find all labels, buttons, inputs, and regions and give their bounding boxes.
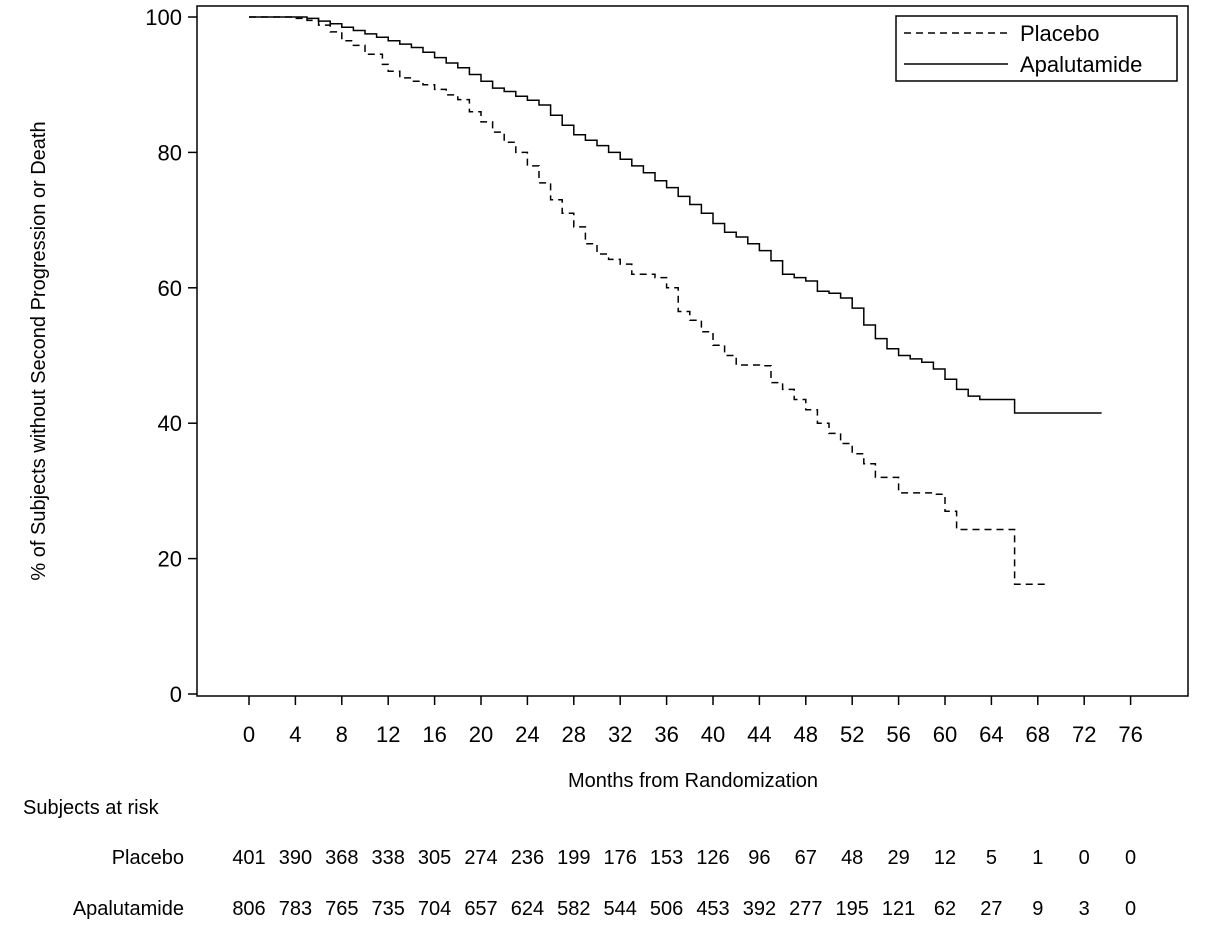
at-risk-apalutamide-value: 765	[325, 898, 358, 920]
x-tick-label-8: 8	[336, 722, 348, 747]
at-risk-apalutamide-value: 506	[650, 898, 683, 920]
x-tick-label-48: 48	[794, 722, 818, 747]
at-risk-apalutamide-value: 704	[418, 898, 451, 920]
at-risk-placebo-value: 67	[795, 847, 817, 869]
x-tick-label-12: 12	[376, 722, 400, 747]
at-risk-apalutamide-value: 735	[372, 898, 405, 920]
legend-label-placebo: Placebo	[1020, 21, 1100, 46]
at-risk-apalutamide-value: 277	[789, 898, 822, 920]
x-axis-label: Months from Randomization	[568, 770, 818, 792]
y-tick-label-20: 20	[158, 547, 182, 572]
y-tick-label-40: 40	[158, 411, 182, 436]
at-risk-apalutamide-value: 0	[1125, 898, 1136, 920]
at-risk-placebo-value: 96	[748, 847, 770, 869]
at-risk-placebo-value: 153	[650, 847, 683, 869]
x-tick-label-24: 24	[515, 722, 539, 747]
x-tick-label-36: 36	[654, 722, 678, 747]
at-risk-placebo-value: 1	[1032, 847, 1043, 869]
plot-frame	[196, 5, 1189, 697]
x-tick-label-52: 52	[840, 722, 864, 747]
at-risk-placebo-value: 401	[232, 847, 265, 869]
legend: Placebo Apalutamide	[895, 15, 1178, 82]
at-risk-placebo-value: 176	[604, 847, 637, 869]
at-risk-placebo-value: 5	[986, 847, 997, 869]
at-risk-apalutamide-value: 806	[232, 898, 265, 920]
at-risk-apalutamide-value: 582	[557, 898, 590, 920]
x-tick-label-44: 44	[747, 722, 771, 747]
at-risk-row-label-placebo: Placebo	[112, 847, 184, 869]
x-tick-label-20: 20	[469, 722, 493, 747]
y-axis: 0 20 40 60 80 100	[145, 5, 197, 707]
x-tick-label-76: 76	[1118, 722, 1142, 747]
x-tick-label-40: 40	[701, 722, 725, 747]
at-risk-apalutamide-value: 3	[1079, 898, 1090, 920]
at-risk-placebo-value: 338	[372, 847, 405, 869]
at-risk-table: Subjects at risk Placebo Apalutamide 401…	[23, 797, 1136, 920]
at-risk-placebo-value: 0	[1079, 847, 1090, 869]
at-risk-row-label-apalutamide: Apalutamide	[73, 898, 184, 920]
at-risk-title: Subjects at risk	[23, 797, 160, 819]
series-placebo-line	[249, 16, 1050, 586]
x-tick-label-60: 60	[933, 722, 957, 747]
y-tick-label-100: 100	[145, 5, 182, 30]
at-risk-apalutamide-value: 62	[934, 898, 956, 920]
x-tick-label-4: 4	[289, 722, 301, 747]
x-tick-label-0: 0	[243, 722, 255, 747]
at-risk-apalutamide-value: 624	[511, 898, 544, 920]
at-risk-placebo-value: 126	[696, 847, 729, 869]
at-risk-placebo-value: 29	[887, 847, 909, 869]
y-axis-label: % of Subjects without Second Progression…	[28, 121, 50, 580]
x-axis: 0 4 8 12 16 20 24 28 32 36 40 44 48 52 56 60 64 68 72 76	[243, 696, 1143, 747]
at-risk-placebo-value: 305	[418, 847, 451, 869]
at-risk-apalutamide-value: 9	[1032, 898, 1043, 920]
y-tick-label-80: 80	[158, 140, 182, 165]
at-risk-apalutamide-value: 657	[464, 898, 497, 920]
at-risk-placebo-value: 48	[841, 847, 863, 869]
x-tick-label-32: 32	[608, 722, 632, 747]
y-tick-label-60: 60	[158, 276, 182, 301]
x-tick-label-72: 72	[1072, 722, 1096, 747]
at-risk-apalutamide-value: 121	[882, 898, 915, 920]
at-risk-placebo-value: 236	[511, 847, 544, 869]
x-tick-label-56: 56	[886, 722, 910, 747]
at-risk-placebo-value: 0	[1125, 847, 1136, 869]
at-risk-placebo-value: 274	[464, 847, 497, 869]
series-layer	[249, 16, 1102, 586]
x-tick-label-28: 28	[562, 722, 586, 747]
series-apalutamide-line	[249, 16, 1102, 414]
x-tick-label-16: 16	[422, 722, 446, 747]
legend-box	[895, 15, 1178, 82]
at-risk-apalutamide-value: 544	[604, 898, 637, 920]
at-risk-apalutamide-value: 195	[836, 898, 869, 920]
at-risk-apalutamide-value: 27	[980, 898, 1002, 920]
at-risk-apalutamide-value: 392	[743, 898, 776, 920]
at-risk-apalutamide-value: 783	[279, 898, 312, 920]
y-tick-label-0: 0	[170, 682, 182, 707]
at-risk-placebo-value: 12	[934, 847, 956, 869]
at-risk-apalutamide-value: 453	[696, 898, 729, 920]
x-tick-label-68: 68	[1026, 722, 1050, 747]
at-risk-values: 401 390 368 338 305 274 236 199 176 153 126 96 67 48 2…	[232, 847, 1136, 920]
legend-label-apalutamide: Apalutamide	[1020, 52, 1142, 77]
at-risk-placebo-value: 368	[325, 847, 358, 869]
x-tick-label-64: 64	[979, 722, 1003, 747]
at-risk-placebo-value: 390	[279, 847, 312, 869]
at-risk-placebo-value: 199	[557, 847, 590, 869]
